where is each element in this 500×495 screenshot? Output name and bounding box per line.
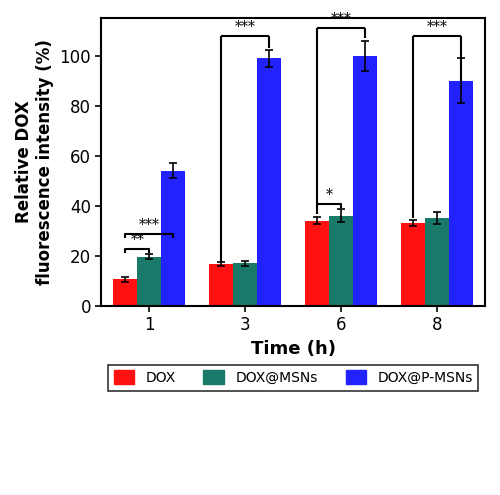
Bar	[329, 216, 353, 305]
Legend: DOX, DOX@MSNs, DOX@P-MSNs: DOX, DOX@MSNs, DOX@P-MSNs	[108, 365, 478, 391]
Bar	[305, 221, 329, 305]
Bar	[425, 218, 449, 305]
Bar	[257, 58, 281, 305]
Y-axis label: Relative DOX
fluorescence intensity (%): Relative DOX fluorescence intensity (%)	[15, 39, 54, 285]
Bar	[234, 263, 257, 305]
X-axis label: Time (h): Time (h)	[250, 340, 336, 357]
Text: *: *	[326, 189, 332, 202]
Text: ***: ***	[234, 20, 256, 34]
Bar	[162, 171, 186, 305]
Bar	[138, 257, 162, 305]
Bar	[401, 223, 425, 305]
Bar	[353, 56, 377, 305]
Text: ***: ***	[426, 20, 448, 34]
Text: ***: ***	[330, 12, 351, 26]
Bar	[449, 81, 473, 305]
Bar	[114, 279, 138, 305]
Text: **: **	[130, 233, 144, 248]
Bar	[210, 264, 234, 305]
Text: ***: ***	[139, 218, 160, 233]
